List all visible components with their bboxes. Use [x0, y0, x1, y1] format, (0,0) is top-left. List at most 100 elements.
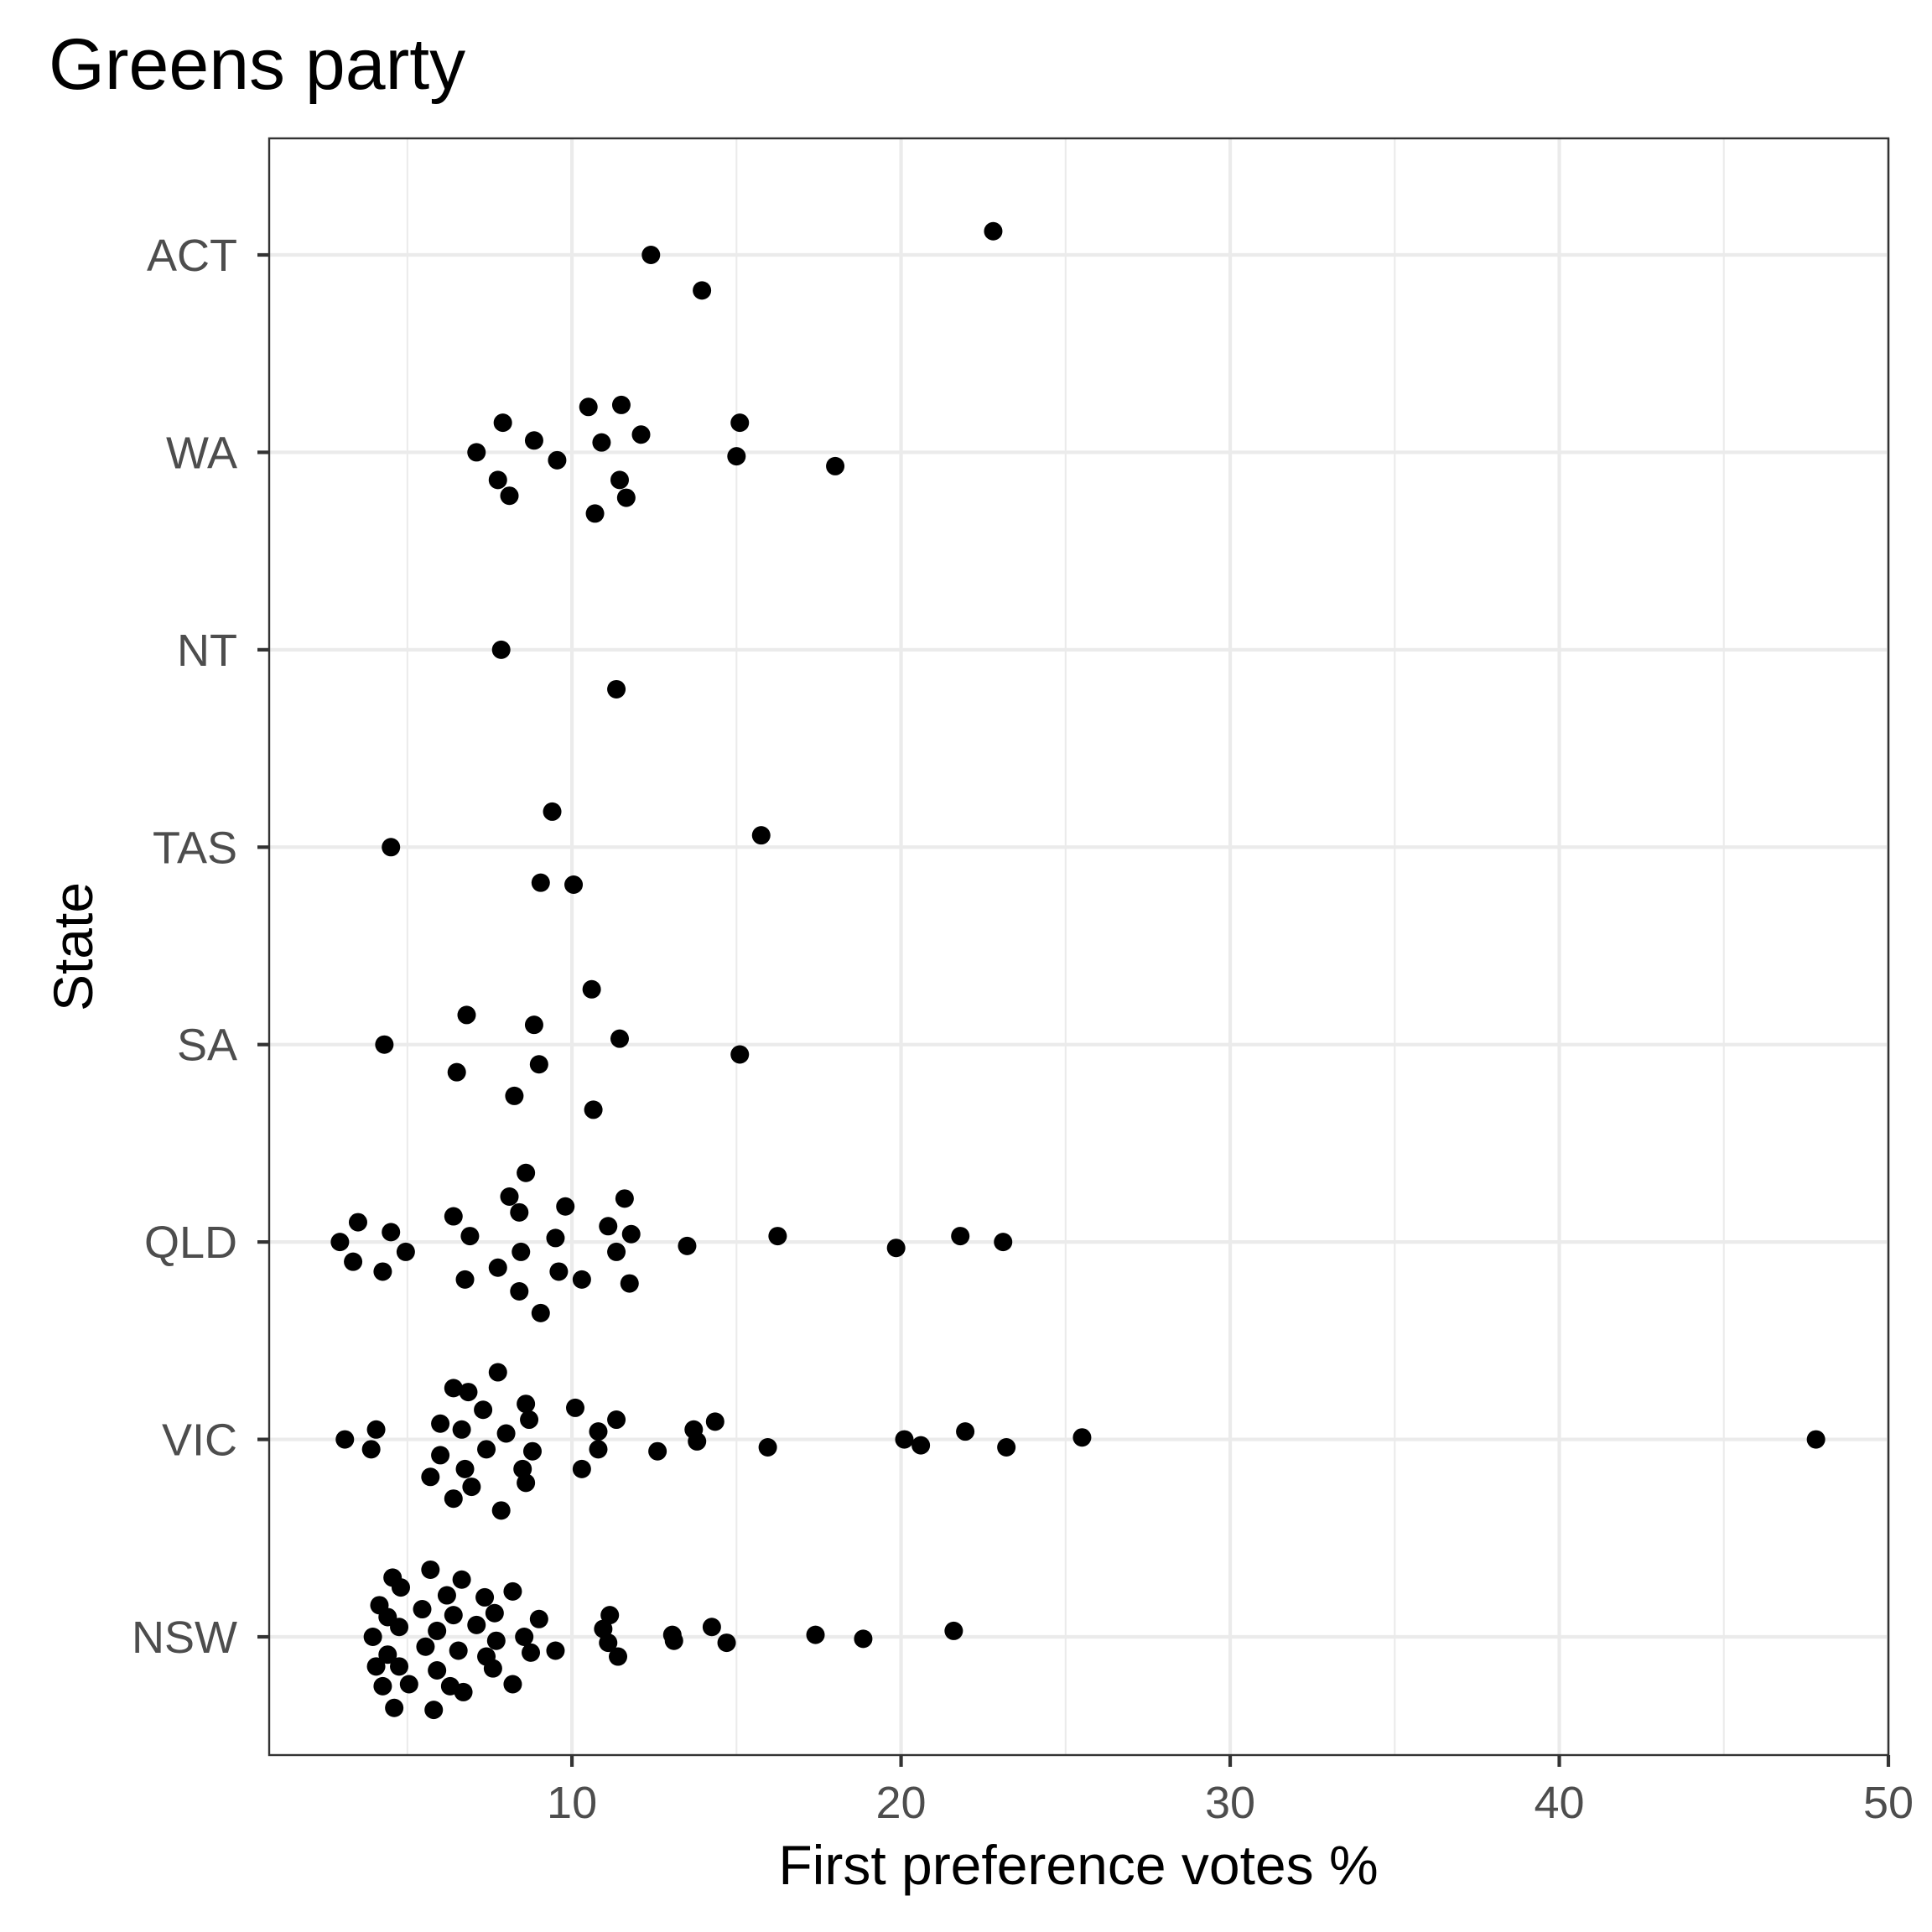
data-point-wa	[730, 413, 750, 433]
data-point-qld	[330, 1233, 350, 1252]
data-point-wa	[585, 504, 605, 523]
data-point-nsw	[449, 1641, 468, 1660]
data-point-vic	[431, 1414, 450, 1433]
data-point-vic	[474, 1400, 493, 1420]
data-point-qld	[549, 1262, 569, 1281]
x-tick-label: 50	[1863, 1778, 1914, 1828]
data-point-nsw	[421, 1560, 440, 1579]
data-point-sa	[584, 1100, 603, 1119]
data-point-vic	[517, 1473, 536, 1493]
data-point-nsw	[702, 1618, 721, 1637]
data-point-tas	[531, 873, 550, 892]
data-point-nsw	[717, 1633, 736, 1653]
data-point-vic	[997, 1437, 1016, 1457]
data-point-wa	[727, 447, 746, 466]
data-point-nsw	[467, 1615, 486, 1634]
data-point-tas	[543, 802, 562, 821]
data-point-nsw	[413, 1600, 432, 1619]
data-point-sa	[610, 1029, 629, 1048]
data-point-vic	[911, 1436, 931, 1455]
data-point-vic	[956, 1422, 975, 1441]
y-axis: NSW VIC QLD SA TAS NT WA ACT	[132, 231, 269, 1663]
data-point-nsw	[378, 1645, 397, 1665]
data-point-nsw	[424, 1701, 444, 1720]
data-point-wa	[493, 413, 512, 433]
data-point-wa	[610, 470, 629, 490]
data-point-nsw	[399, 1675, 418, 1694]
data-point-nsw	[390, 1657, 409, 1676]
data-point-vic	[758, 1437, 777, 1457]
data-point-vic	[705, 1412, 724, 1431]
data-point-vic	[517, 1394, 536, 1414]
data-point-nt	[607, 679, 626, 699]
data-point-nsw	[485, 1603, 504, 1623]
data-point-nsw	[503, 1675, 522, 1694]
data-point-qld	[455, 1270, 475, 1289]
data-point-wa	[631, 425, 651, 444]
data-point-act	[984, 221, 1003, 241]
data-point-qld	[373, 1262, 392, 1281]
data-point-qld	[556, 1197, 575, 1216]
data-point-qld	[531, 1303, 550, 1322]
data-point-qld	[510, 1202, 529, 1222]
data-point-wa	[467, 443, 486, 462]
data-point-sa	[524, 1015, 543, 1035]
data-point-vic	[589, 1422, 608, 1441]
data-point-qld	[488, 1258, 507, 1277]
y-tick-label: VIC	[162, 1415, 237, 1466]
data-point-vic	[335, 1430, 355, 1449]
chart-title: Greens party	[49, 24, 465, 105]
data-point-qld	[546, 1228, 565, 1248]
data-point-vic	[572, 1459, 591, 1478]
data-point-vic	[1806, 1430, 1826, 1449]
data-point-nsw	[444, 1606, 463, 1625]
data-point-nsw	[385, 1698, 404, 1717]
data-point-vic	[522, 1441, 542, 1461]
data-point-qld	[460, 1227, 480, 1246]
data-point-nsw	[854, 1629, 873, 1649]
data-point-wa	[826, 456, 845, 475]
data-point-vic	[421, 1467, 440, 1487]
data-point-vic	[488, 1363, 507, 1382]
data-point-vic	[444, 1379, 463, 1398]
x-axis-title: First preference votes %	[778, 1834, 1378, 1896]
data-point-wa	[592, 433, 611, 452]
data-point-nsw	[437, 1586, 456, 1605]
y-axis-title: State	[42, 882, 104, 1011]
data-point-sa	[730, 1045, 750, 1064]
data-point-sa	[529, 1055, 548, 1074]
data-point-vic	[589, 1440, 608, 1459]
data-point-nsw	[454, 1682, 473, 1701]
data-point-act	[693, 281, 712, 300]
data-point-vic	[462, 1478, 481, 1497]
data-point-tas	[751, 826, 771, 845]
data-point-nsw	[391, 1578, 410, 1597]
data-point-wa	[611, 395, 631, 414]
data-point-nsw	[599, 1633, 618, 1653]
y-tick-label: SA	[177, 1021, 237, 1071]
data-point-qld	[396, 1242, 415, 1261]
data-point-vic	[513, 1459, 532, 1478]
data-point-vic	[496, 1424, 516, 1443]
data-point-wa	[524, 431, 543, 450]
data-point-sa	[505, 1086, 524, 1105]
data-point-qld	[607, 1242, 626, 1261]
data-point-sa	[582, 979, 601, 999]
data-point-wa	[579, 397, 598, 417]
data-point-vic	[895, 1430, 914, 1449]
data-point-nsw	[366, 1657, 386, 1676]
gridlines	[269, 138, 1891, 1755]
data-point-qld	[517, 1163, 536, 1182]
data-point-sa	[375, 1035, 394, 1054]
x-tick-label: 10	[547, 1778, 597, 1828]
data-point-nsw	[452, 1570, 471, 1589]
data-point-vic	[520, 1410, 539, 1430]
data-point-qld	[621, 1224, 641, 1244]
data-point-nsw	[609, 1647, 628, 1666]
data-point-nsw	[664, 1631, 683, 1650]
data-point-qld	[344, 1252, 363, 1271]
data-point-wa	[488, 470, 507, 490]
y-tick-label: NT	[177, 626, 237, 676]
data-point-qld	[512, 1242, 531, 1261]
data-point-sa	[457, 1005, 476, 1025]
